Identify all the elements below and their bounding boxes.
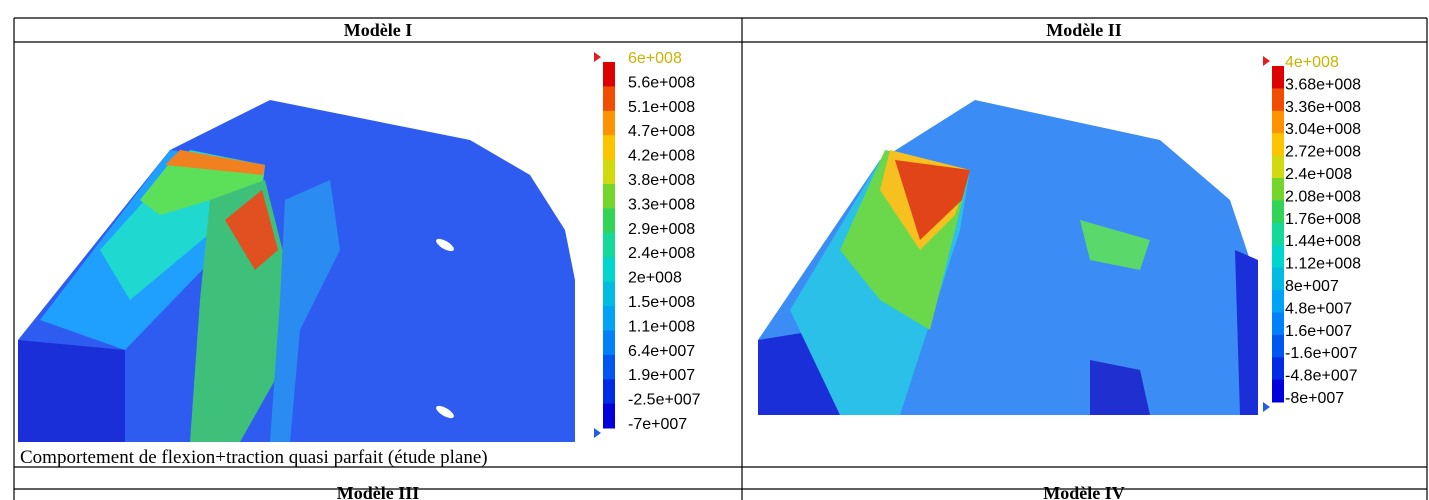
colorbar-band	[603, 86, 615, 112]
legend-label: 2.4e+008	[628, 245, 695, 262]
table-grid	[13, 17, 1428, 500]
legend-label: 3.68e+008	[1285, 76, 1361, 93]
header-cell: Modèle IV	[1043, 483, 1124, 500]
legend-label: 1.5e+008	[628, 294, 695, 311]
colorbar-band	[1272, 110, 1284, 134]
legend-label: 5.6e+008	[628, 74, 695, 91]
contour-image	[758, 100, 1258, 415]
legend-label: 1.44e+008	[1285, 233, 1361, 250]
legend-label: 4.7e+008	[628, 123, 695, 140]
colorbar-band	[603, 62, 615, 87]
colorbar-band	[603, 208, 615, 234]
legend-label: 1.1e+008	[628, 318, 695, 335]
colorbar-band	[603, 184, 615, 209]
range-marker	[1263, 402, 1270, 412]
colorbar-band	[1272, 267, 1284, 291]
legend-label: 1.12e+008	[1285, 256, 1361, 273]
colorbar-band	[603, 257, 615, 283]
colorbar-band	[603, 379, 615, 405]
legend-label: 6.4e+007	[628, 343, 695, 360]
header-cell: Modèle I	[344, 20, 412, 40]
legend-label: 3.8e+008	[628, 172, 695, 189]
legend-label: 2.72e+008	[1285, 144, 1361, 161]
colorbar-band	[603, 281, 615, 307]
range-marker	[1263, 56, 1270, 66]
legend-label: 2.9e+008	[628, 221, 695, 238]
legend-label: 8e+007	[1285, 278, 1339, 295]
legend-label: 1.6e+007	[1285, 323, 1352, 340]
colorbar-band	[1272, 290, 1284, 313]
colorbar-band	[1272, 200, 1284, 224]
colorbar-band	[1272, 178, 1284, 201]
legend-label: -8e+007	[1285, 390, 1344, 407]
colorbar-band	[603, 232, 615, 258]
legend-label: 4.2e+008	[628, 148, 695, 165]
caption: Comportement de flexion+traction quasi p…	[20, 447, 488, 468]
legend-label: 2e+008	[628, 270, 682, 287]
legend-label: 5.1e+008	[628, 99, 695, 116]
legend-label: -4.8e+007	[1285, 368, 1358, 385]
legend-label: -1.6e+007	[1285, 345, 1358, 362]
colorbar-band	[1272, 222, 1284, 246]
legend-label: -7e+007	[628, 416, 687, 433]
colorbar-band	[603, 135, 615, 161]
legend-label: 6e+008	[628, 50, 682, 67]
colorbar-band	[1272, 357, 1284, 381]
colorbar-band	[1272, 379, 1284, 403]
colorbar-band	[603, 403, 615, 429]
legend-label: 3.3e+008	[628, 196, 695, 213]
colorbar-band	[603, 306, 615, 331]
legend-label: 1.76e+008	[1285, 211, 1361, 228]
colorbar-band	[603, 354, 615, 380]
colorbar-band	[1272, 66, 1284, 89]
legends: 6e+008 5.6e+008 5.1e+008 4.7e+008 4.2e+008 3.…	[594, 50, 1361, 438]
header-cell: Modèle II	[1046, 20, 1122, 40]
colorbar-band	[1272, 155, 1284, 179]
colorbar-band	[1272, 133, 1284, 157]
legend-label: 2.4e+008	[1285, 166, 1352, 183]
colorbar-band	[603, 330, 615, 356]
legend-label: -2.5e+007	[628, 392, 701, 409]
legend-label: 1.9e+007	[628, 367, 695, 384]
legend-label: 2.08e+008	[1285, 188, 1361, 205]
header-cell: Modèle III	[337, 483, 420, 500]
colorbar-band	[1272, 88, 1284, 112]
range-marker	[594, 428, 601, 438]
colorbar-band	[1272, 245, 1284, 269]
range-marker	[594, 52, 601, 62]
legend-label: 3.04e+008	[1285, 121, 1361, 138]
contour-image	[18, 100, 575, 442]
colorbar-band	[1272, 312, 1284, 336]
legend-label: 4.8e+007	[1285, 300, 1352, 317]
colorbar-band	[1272, 334, 1284, 358]
colorbar-band	[603, 110, 615, 136]
legend-label: 4e+008	[1285, 54, 1339, 71]
colorbar-band	[603, 159, 615, 185]
legend-label: 3.36e+008	[1285, 99, 1361, 116]
